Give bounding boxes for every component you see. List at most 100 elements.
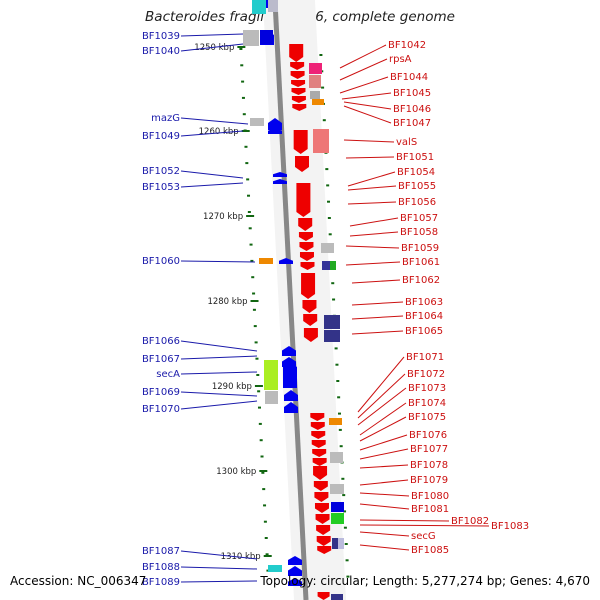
left-leader-line [180,117,249,125]
right-leader-line [359,519,450,522]
pink-feature [309,63,322,74]
right-leader-line [343,139,395,143]
forward-gene-arrow [295,156,310,172]
orange-feature [259,258,273,264]
inner-track-dot [245,162,249,165]
outer-track-dot [345,559,349,562]
cyan-feature [252,0,266,14]
right-leader-line [339,58,388,81]
forward-gene-arrow [313,466,328,480]
forward-gene-arrow [311,440,326,448]
gene-label-right: BF1046 [393,104,431,115]
gene-label-right: BF1074 [408,398,446,409]
label-leader-lines [180,33,490,583]
gene-label-left: BF1069 [142,387,180,398]
grey-feature [268,0,278,12]
blue-feature [260,30,273,44]
inner-track-dot [257,390,261,393]
outer-track-dot [342,494,346,497]
gene-label-left: BF1049 [142,131,180,142]
grey-feature [243,30,259,46]
inner-track-dot [265,553,269,556]
outer-track-dot [337,412,341,415]
gene-label-right: BF1051 [396,152,434,163]
outer-track-dot [338,428,342,431]
inner-track-dot [246,178,250,181]
outer-track-dot [344,543,348,545]
green-feature [331,513,344,524]
right-leader-line [349,217,399,227]
gene-label-right: BF1081 [411,504,449,515]
outer-track-dot [327,200,331,203]
reverse-gene-arrow [268,128,282,134]
outer-track-dot [341,477,345,480]
gene-label-right: BF1058 [400,227,438,238]
navy-feature [322,261,330,270]
salmon-feature [313,129,329,153]
outer-track-dot [325,168,329,171]
gene-label-right: BF1055 [398,181,436,192]
inner-track-dot [262,488,266,491]
gene-label-right: BF1080 [411,491,449,502]
right-leader-line [345,261,401,266]
reverse-gene-arrow [284,390,298,401]
left-leader-line [180,260,256,263]
reverse-gene-arrow [284,402,298,413]
reverse-gene-arrow [288,556,302,565]
forward-gene-arrow [314,492,329,502]
grey-feature [338,538,344,549]
forward-gene-arrow [312,449,327,457]
grey-feature [330,484,344,494]
forward-gene-arrow [300,262,315,270]
right-leader-line [347,201,397,205]
forward-gene-arrow [296,183,311,217]
inner-track-dot [266,569,270,572]
forward-gene-arrow [313,481,328,491]
grey-feature [330,452,343,463]
gene-label-right: BF1056 [398,197,436,208]
right-leader-line [359,448,409,460]
gene-label-left: BF1040 [142,46,180,57]
right-leader-line [347,185,397,191]
reverse-gene-arrow [273,179,287,184]
grey-feature [265,391,278,404]
gene-label-left: BF1067 [142,354,180,365]
navy-feature [324,330,340,342]
navy-feature [324,315,340,329]
gene-label-left: BF1088 [142,562,180,573]
gene-label-right: BF1078 [410,460,448,471]
outer-track-dot [328,233,332,236]
forward-gene-arrow [290,71,305,79]
outer-track-dot [326,184,330,187]
gene-label-right: valS [396,137,417,148]
left-leader-line [180,170,244,179]
right-leader-line [357,356,405,413]
inner-track-dot [263,504,267,507]
inner-track-dot [257,406,261,409]
inner-track-dot [264,537,268,539]
forward-gene-arrow [298,218,313,231]
inner-track-dot [239,48,243,50]
blue-feature [331,502,344,512]
right-leader-line [347,171,396,187]
forward-gene-arrow [315,514,330,524]
inner-track-dot [248,227,252,230]
forward-gene-arrow [299,252,314,261]
grey-feature [250,118,264,126]
forward-gene-arrow [291,80,306,87]
inner-track-dot [244,145,248,148]
genome-summary-text: Topology: circular; Length: 5,277,274 bp… [260,574,590,588]
inner-track-dot [263,520,267,523]
gene-label-right: BF1047 [393,118,431,129]
forward-gene-arrow [291,96,306,103]
cyan-feature [268,565,282,572]
left-leader-line [180,340,258,352]
inner-track-dot [259,439,263,442]
right-leader-line [359,479,409,486]
outer-track-dot [343,510,347,513]
scale-tick-label: 1260 kbp [199,127,239,137]
gene-label-left: BF1039 [142,31,180,42]
reverse-gene-arrow [282,346,296,356]
right-leader-line [359,434,408,451]
